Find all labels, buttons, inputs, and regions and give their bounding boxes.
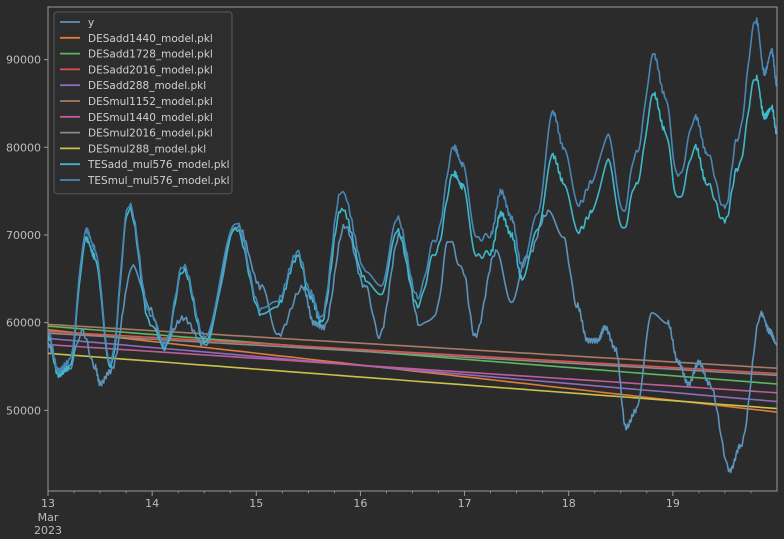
series-line-9 [47,74,778,379]
series-line-1 [47,328,778,413]
y-tick-label-4: 90000 [6,54,41,67]
legend-label-1: DESadd1440_model.pkl [88,33,213,45]
legend-box [53,11,233,195]
legend-label-9: TESadd_mul576_model.pkl [87,159,230,171]
x-tick-label-0: 13 [41,497,55,510]
legend-label-8: DESmul288_model.pkl [88,143,206,155]
x-tick-label-3: 16 [353,497,367,510]
x-tick-label-2: 15 [249,497,263,510]
legend-label-2: DESadd1728_model.pkl [88,49,213,61]
x-tick-sublabel-0-0: Mar [38,511,59,524]
y-tick-label-2: 70000 [6,229,41,242]
legend-label-0: y [88,17,94,29]
series-line-8 [47,352,778,410]
legend-label-3: DESadd2016_model.pkl [88,64,213,76]
legend-label-10: TESmul_mul576_model.pkl [87,175,230,187]
legend-label-6: DESmul1440_model.pkl [88,112,213,124]
x-tick-label-5: 18 [562,497,576,510]
y-tick-label-1: 60000 [6,317,41,330]
x-tick-label-4: 17 [458,497,472,510]
x-tick-label-1: 14 [145,497,159,510]
y-tick-label-3: 80000 [6,141,41,154]
series-layer [47,17,778,474]
series-line-6 [47,343,778,394]
x-tick-label-6: 19 [666,497,680,510]
series-line-0 [47,209,778,474]
series-line-10 [47,17,778,375]
x-tick-sublabel-0-1: 2023 [34,524,62,537]
legend-label-7: DESmul2016_model.pkl [88,128,213,140]
series-line-4 [47,337,778,403]
y-tick-label-0: 50000 [6,404,41,417]
legend-label-5: DESmul1152_model.pkl [88,96,213,108]
legend-label-4: DESadd288_model.pkl [88,80,206,92]
legend: y DESadd1440_model.pkl DESadd1728_model.pk… [53,11,233,195]
